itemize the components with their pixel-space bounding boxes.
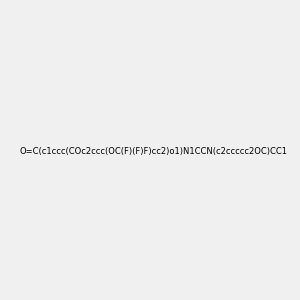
Text: O=C(c1ccc(COc2ccc(OC(F)(F)F)cc2)o1)N1CCN(c2ccccc2OC)CC1: O=C(c1ccc(COc2ccc(OC(F)(F)F)cc2)o1)N1CCN…: [20, 147, 288, 156]
